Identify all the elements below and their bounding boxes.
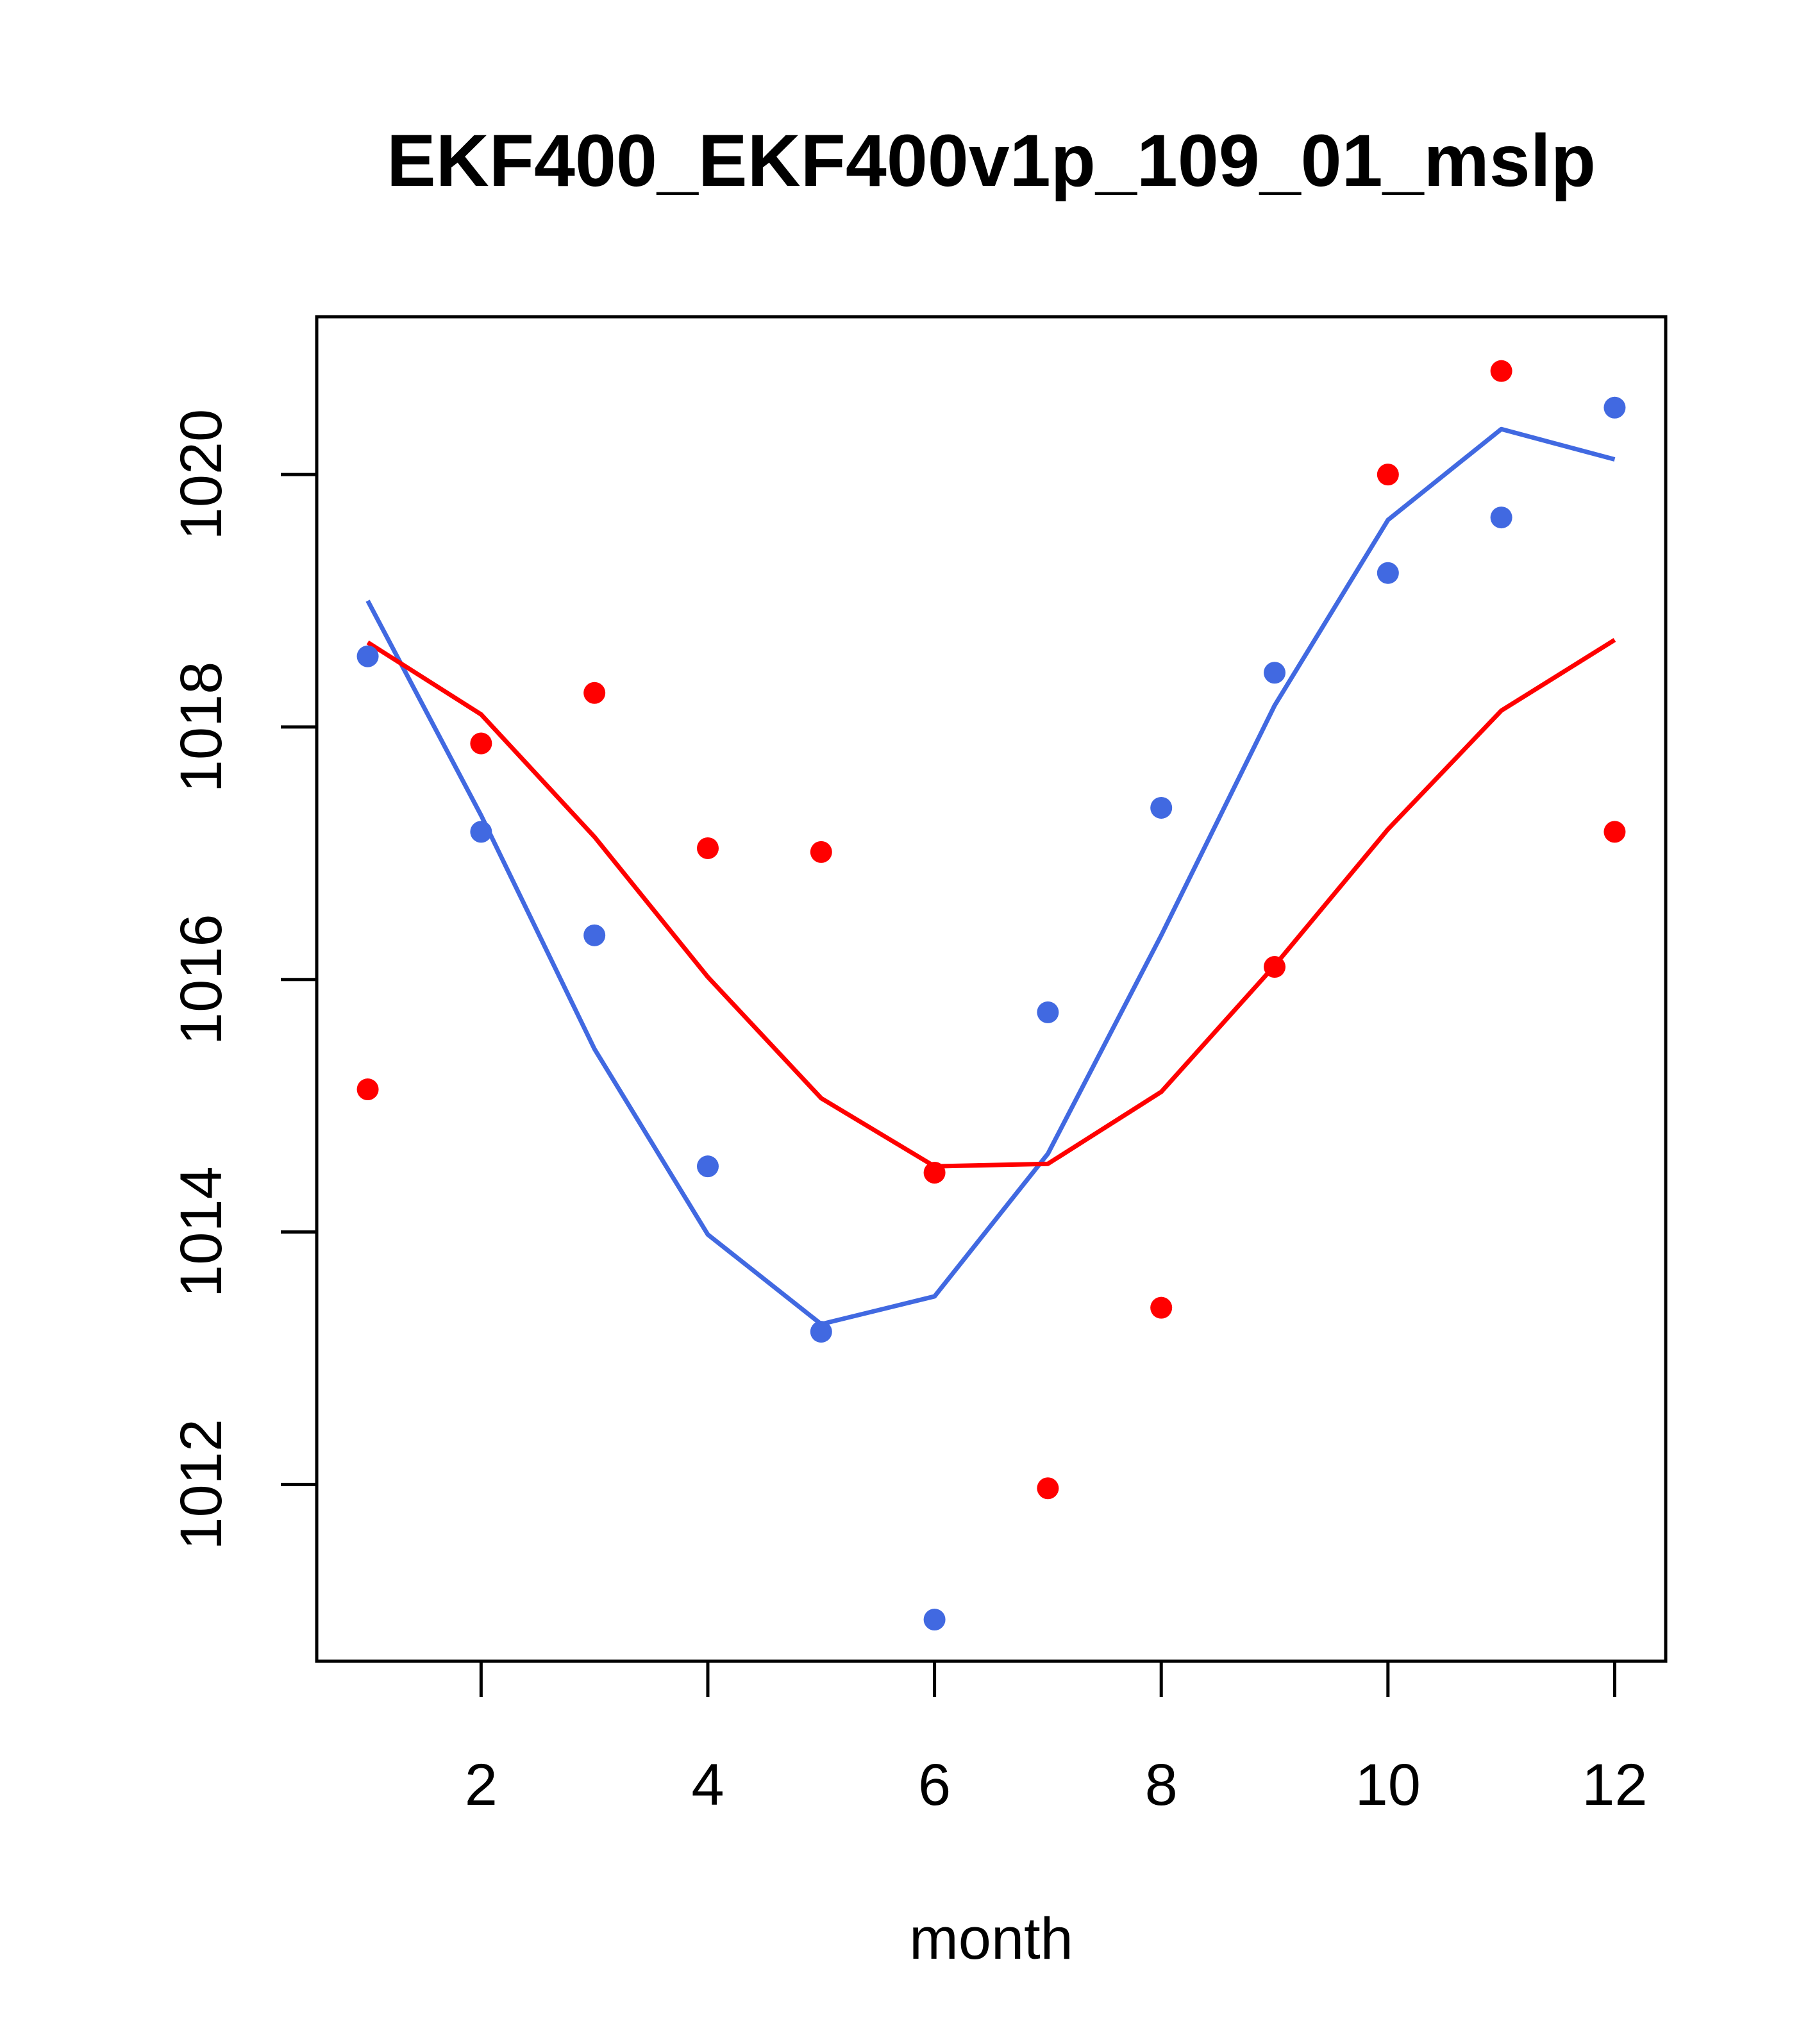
red-data-point: [1150, 1296, 1173, 1319]
red-data-point: [1490, 360, 1512, 382]
x-axis-title: month: [909, 1906, 1073, 1972]
blue-series-line: [365, 426, 1616, 1327]
blue-data-point: [810, 1321, 832, 1343]
y-tick-label: 1012: [169, 1419, 234, 1550]
red-data-point: [583, 682, 606, 704]
blue-data-point: [1377, 562, 1399, 584]
plot-frame: [315, 315, 1668, 1663]
x-tick-label: 2: [465, 1752, 498, 1818]
red-data-point: [1603, 821, 1626, 843]
blue-data-point: [1603, 396, 1626, 419]
red-data-point: [696, 837, 719, 859]
red-data-point: [1264, 956, 1286, 978]
red-data-point: [810, 841, 832, 863]
y-axis: 1012 1014 1016 1018 1020: [169, 409, 317, 1550]
blue-data-point: [923, 1609, 946, 1631]
y-tick-label: 1018: [169, 662, 234, 793]
blue-data-point: [696, 1155, 719, 1178]
x-tick-label: 6: [918, 1752, 951, 1818]
x-tick-label: 8: [1145, 1752, 1178, 1818]
red-series-line: [366, 638, 1616, 1169]
series-lines: [365, 426, 1616, 1327]
red-data-point: [1037, 1477, 1059, 1500]
y-tick-label: 1014: [169, 1166, 234, 1298]
x-tick-label: 4: [691, 1752, 724, 1818]
blue-data-point: [1490, 507, 1512, 529]
blue-data-point: [583, 924, 606, 946]
x-tick-label: 12: [1582, 1752, 1647, 1818]
x-axis: 2 4 6 8 10 12: [465, 1661, 1648, 1818]
red-data-point: [470, 732, 492, 755]
blue-data-point: [1037, 1001, 1059, 1023]
series-points: [356, 360, 1626, 1631]
red-data-point: [923, 1161, 946, 1184]
blue-data-point: [356, 645, 379, 667]
x-tick-label: 10: [1355, 1752, 1421, 1818]
y-tick-label: 1020: [169, 409, 234, 540]
red-data-point: [356, 1078, 379, 1101]
blue-data-point: [1150, 796, 1173, 819]
red-data-point: [1377, 464, 1399, 486]
blue-data-point: [470, 821, 492, 843]
y-tick-label: 1016: [169, 914, 234, 1045]
blue-data-point: [1264, 662, 1286, 684]
chart-title: EKF400_EKF400v1p_109_01_mslp: [387, 120, 1596, 202]
